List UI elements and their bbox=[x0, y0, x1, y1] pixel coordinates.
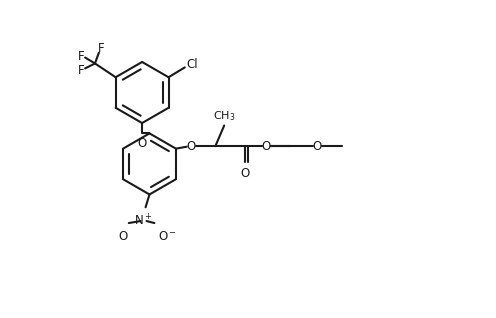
Text: O: O bbox=[118, 230, 127, 243]
Text: O: O bbox=[186, 140, 195, 153]
Text: Cl: Cl bbox=[187, 58, 198, 71]
Text: O: O bbox=[312, 140, 321, 153]
Text: O$^-$: O$^-$ bbox=[158, 230, 178, 243]
Text: O: O bbox=[137, 137, 147, 150]
Text: F: F bbox=[78, 64, 84, 77]
Text: N$^+$: N$^+$ bbox=[134, 213, 153, 228]
Text: F: F bbox=[78, 50, 84, 63]
Text: O: O bbox=[261, 140, 270, 153]
Text: O: O bbox=[240, 167, 249, 180]
Text: CH$_3$: CH$_3$ bbox=[213, 109, 236, 122]
Text: F: F bbox=[98, 42, 104, 55]
